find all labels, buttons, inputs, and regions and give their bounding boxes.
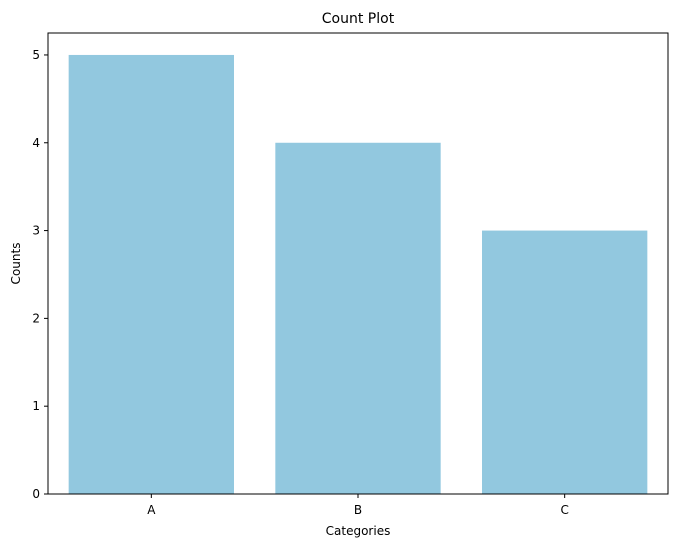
x-axis-label: Categories	[326, 524, 391, 538]
x-axis-ticks: A B C	[147, 494, 569, 517]
y-axis-ticks: 0 1 2 3 4 5	[32, 48, 48, 501]
y-tick-label: 0	[32, 487, 40, 501]
y-tick-label: 1	[32, 399, 40, 413]
y-tick-label: 3	[32, 224, 40, 238]
y-axis-label: Counts	[9, 243, 23, 285]
plot-frame	[47, 32, 669, 495]
bars-group	[68, 54, 648, 495]
bar-B	[275, 142, 441, 494]
x-tick-label: B	[354, 503, 362, 517]
bar-C	[482, 230, 648, 495]
chart-title: Count Plot	[322, 11, 395, 27]
x-tick-label: A	[147, 503, 156, 517]
x-tick-label: C	[560, 503, 568, 517]
y-tick-label: 5	[32, 48, 40, 62]
bar-A	[68, 54, 235, 494]
y-tick-label: 4	[32, 136, 40, 150]
y-tick-label: 2	[32, 311, 40, 325]
